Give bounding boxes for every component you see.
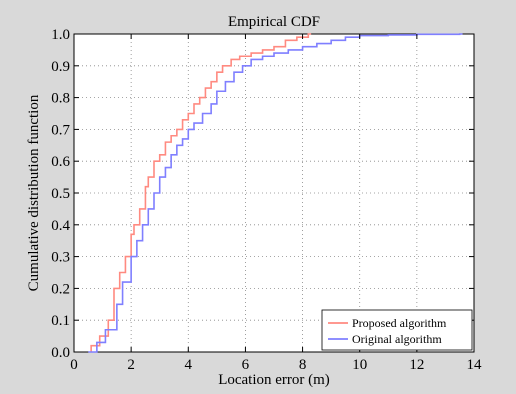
y-tick-label: 1.0 — [51, 27, 70, 43]
y-tick-label: 0.1 — [51, 313, 70, 329]
x-tick-label: 8 — [299, 357, 307, 373]
x-tick-label: 10 — [352, 357, 367, 373]
x-tick-label: 4 — [185, 357, 193, 373]
y-tick-label: 0.0 — [51, 345, 70, 361]
x-tick-label: 0 — [70, 357, 78, 373]
y-tick-label: 0.3 — [51, 250, 70, 266]
y-tick-label: 0.5 — [51, 186, 70, 202]
series-layer — [88, 33, 463, 353]
x-tick-label: 2 — [127, 357, 135, 373]
legend: Proposed algorithm Original algorithm — [321, 309, 473, 351]
legend-box — [321, 309, 473, 351]
series-line-original — [88, 33, 463, 353]
y-tick-label: 0.8 — [51, 91, 70, 107]
y-tick-label: 0.4 — [51, 218, 70, 234]
series-line-proposed — [90, 33, 312, 352]
y-tick-label: 0.9 — [51, 59, 70, 75]
y-axis-label: Cumulative distribution function — [26, 94, 42, 291]
legend-entry: Original algorithm — [352, 332, 442, 346]
x-tick-label: 6 — [242, 357, 250, 373]
grid — [74, 34, 474, 352]
x-axis-label: Location error (m) — [218, 372, 330, 388]
x-tick-label: 12 — [409, 357, 424, 373]
chart-title: Empirical CDF — [228, 14, 320, 30]
x-tick-label: 14 — [467, 357, 483, 373]
y-tick-label: 0.6 — [51, 154, 70, 170]
y-tick-label: 0.7 — [51, 122, 70, 138]
y-tick-label: 0.2 — [51, 281, 70, 297]
legend-entry: Proposed algorithm — [352, 316, 447, 330]
ticks: 0 2 4 6 8 10 12 14 0.0 0.1 0.2 0.3 0.4 0.5 0.6 0.7 0.8 0.… — [51, 27, 482, 373]
